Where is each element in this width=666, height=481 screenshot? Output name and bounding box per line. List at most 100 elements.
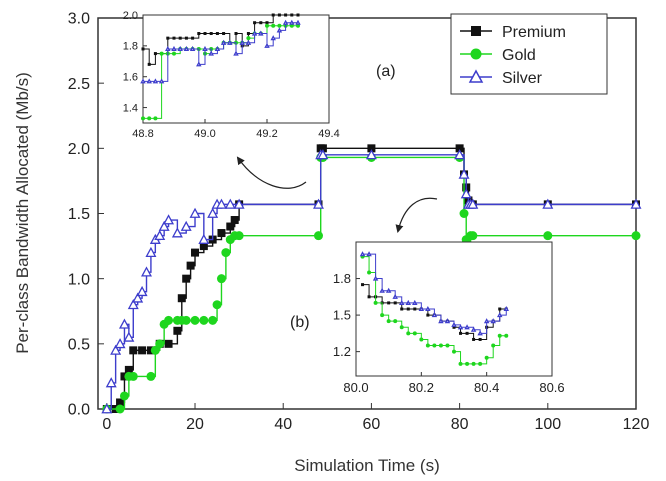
data-point-silver: [132, 292, 144, 303]
main-axis-ticks: 0 20 40 60 80 100 120 0.0 0.5 1.0 1.5 2.0 2.5 3.0: [68, 11, 650, 433]
data-point-silver: [220, 39, 227, 45]
y-tick-label: 1.0: [68, 271, 90, 288]
data-point-silver: [152, 78, 159, 84]
x-tick-label: 80.0: [343, 380, 368, 395]
data-point-silver: [276, 27, 283, 33]
data-point-gold: [412, 331, 417, 336]
x-tick-label: 0: [102, 416, 111, 433]
data-point-silver: [214, 45, 221, 51]
data-point-silver: [630, 198, 642, 209]
data-point-premium: [459, 331, 463, 335]
x-tick-label: 80.2: [409, 380, 434, 395]
data-point-premium: [498, 307, 502, 311]
data-point-premium: [455, 144, 464, 153]
data-point-gold: [458, 361, 463, 366]
data-point-gold: [246, 36, 251, 41]
data-point-silver: [180, 220, 192, 231]
data-point-premium: [478, 337, 482, 341]
data-point-premium: [191, 248, 200, 257]
data-point-silver: [136, 285, 148, 297]
legend-silver-label: Silver: [502, 70, 543, 87]
data-point-silver: [189, 45, 196, 51]
data-point-gold: [216, 274, 226, 284]
data-point-premium: [209, 32, 213, 36]
data-point-silver: [365, 149, 377, 160]
data-point-silver: [146, 78, 152, 84]
data-point-silver: [114, 338, 126, 349]
data-point-premium: [290, 13, 294, 17]
data-point-silver: [282, 19, 289, 25]
data-point-premium: [426, 313, 430, 317]
data-point-gold: [159, 51, 164, 56]
data-point-silver: [101, 403, 113, 414]
data-point-gold: [478, 361, 483, 366]
data-point-gold: [399, 325, 404, 330]
legend-silver-marker: [468, 69, 484, 83]
data-point-gold: [497, 333, 502, 338]
data-point-premium: [271, 13, 275, 17]
data-point-silver: [208, 50, 214, 56]
data-point-silver: [490, 318, 496, 324]
inset-a-label: (a): [376, 63, 396, 80]
data-point-silver: [141, 266, 152, 277]
data-point-silver: [163, 214, 175, 225]
data-point-silver: [392, 293, 398, 299]
x-tick-label: 120: [623, 416, 650, 433]
data-point-premium: [296, 13, 300, 17]
data-point-silver: [239, 39, 245, 45]
data-point-silver: [470, 326, 477, 332]
data-point-premium: [226, 222, 235, 231]
y-tick-label: 0.5: [68, 336, 90, 353]
data-point-gold: [465, 361, 470, 366]
data-point-premium: [277, 13, 281, 17]
data-point-gold: [119, 391, 129, 401]
data-point-silver: [379, 287, 385, 293]
data-point-premium: [129, 346, 138, 355]
data-point-gold: [393, 319, 398, 324]
data-point-silver: [313, 198, 324, 209]
data-point-silver: [431, 312, 438, 318]
data-point-silver: [171, 45, 177, 51]
data-point-gold: [277, 23, 282, 28]
y-tick-label: 1.8: [333, 271, 351, 286]
data-point-silver: [460, 188, 472, 199]
data-point-silver: [145, 246, 157, 257]
data-point-silver: [444, 318, 451, 324]
data-point-premium: [177, 294, 186, 303]
data-point-gold: [146, 371, 156, 381]
series-line-gold: [362, 256, 507, 365]
data-point-premium: [197, 32, 201, 36]
data-point-silver: [154, 229, 166, 241]
data-point-silver: [158, 78, 165, 84]
legend-gold-marker: [470, 48, 482, 60]
data-point-gold: [172, 51, 176, 56]
data-point-premium: [259, 21, 263, 25]
data-point-silver: [198, 233, 210, 244]
inset-b-ticks: 80.0 80.2 80.4 80.6 1.2 1.5 1.8: [333, 271, 565, 395]
data-point-silver: [270, 35, 276, 41]
data-point-silver: [258, 30, 264, 36]
inset-a-ticks: 48.8 49.0 49.2 49.4 1.4 1.6 1.8 2.0: [123, 10, 340, 140]
data-point-premium: [465, 331, 469, 335]
data-point-premium: [182, 274, 191, 283]
data-point-gold: [406, 331, 411, 336]
data-point-premium: [184, 36, 188, 40]
data-point-gold: [543, 231, 553, 241]
arrow-to-inset-a: [236, 156, 307, 189]
data-point-gold: [313, 231, 323, 241]
legend-premium-label: Premium: [502, 24, 566, 41]
legend-premium-marker: [471, 26, 481, 36]
data-point-premium: [318, 144, 327, 153]
data-point-gold: [471, 361, 476, 366]
data-point-premium: [186, 261, 195, 270]
data-point-silver: [425, 305, 431, 312]
data-point-gold: [181, 315, 191, 325]
data-point-premium: [393, 301, 397, 305]
data-point-gold: [452, 349, 456, 354]
data-point-gold: [271, 23, 276, 28]
x-tick-label: 80.6: [539, 380, 564, 395]
data-point-premium: [172, 36, 176, 40]
y-tick-label: 1.8: [123, 41, 138, 53]
data-point-gold: [265, 23, 269, 28]
data-point-silver: [503, 305, 510, 312]
